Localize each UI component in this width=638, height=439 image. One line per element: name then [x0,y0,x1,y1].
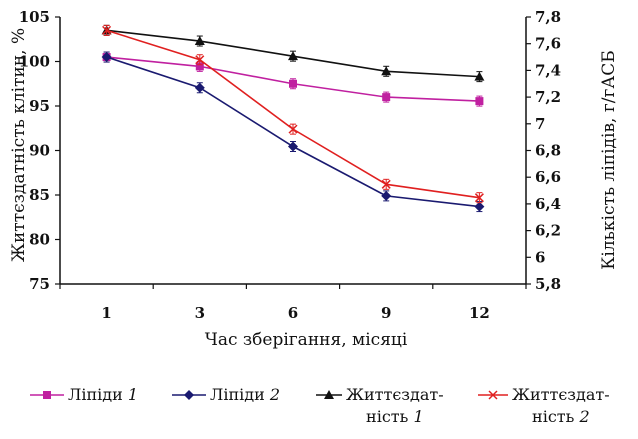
data-point [195,55,205,65]
x-axis-title: Час зберігання, місяці [205,330,408,350]
right-y-axis-title: Кількість ліпідів, г/гАСБ [599,50,619,270]
x-tick-label: 3 [195,304,205,322]
right-y-tick-label: 6,6 [535,168,561,186]
data-point [194,36,205,46]
legend-item-viability-2: Життєздат-ність 2 [478,384,610,428]
data-point [195,62,204,71]
legend-label-line2: ність [532,407,575,426]
data-point [474,71,485,81]
data-point [288,51,298,61]
marker-stroke [381,179,391,189]
legend-number: 2 [579,407,590,426]
marker-stroke [288,124,298,134]
data-point [194,82,205,93]
chart: 75 80 85 90 95 100 105 5,8 6 6,2 6,4 6,6 6,8 7 7,2 7,4 7… [9,8,619,350]
legend-label-line2: ність [366,407,409,426]
series-4 [102,24,484,204]
legend-number: 1 [413,407,424,426]
left-y-tick-label: 90 [29,142,50,160]
right-y-tick-label: 7,2 [535,88,561,106]
left-y-tick-label: 95 [29,97,50,115]
legend-item-viability-1: Життєздат-ність 1 [316,384,444,428]
left-y-tick-label: 105 [19,8,50,26]
legend-number: 2 [269,385,281,404]
data-point [101,52,112,63]
data-point [381,190,392,201]
x-tick-label: 9 [381,304,391,322]
series-layer [101,24,485,213]
axes: 75 80 85 90 95 100 105 5,8 6 6,2 6,4 6,6 6,8 7 7,2 7,4 7… [19,8,561,322]
left-y-axis-title: Життєздатність клітин, % [9,28,29,262]
data-point [474,193,484,203]
x-tick-label: 12 [469,304,490,322]
left-y-tick-label: 85 [29,186,50,204]
data-point [288,124,298,134]
right-y-tick-label: 5,8 [535,275,561,293]
series-2 [101,51,485,213]
data-point [475,97,484,106]
right-y-tick-label: 7,6 [535,35,561,53]
legend-item-lipids-1: Ліпіди 1 [30,384,138,406]
legend-label: Життєздат- [346,385,444,404]
right-y-tick-label: 6,2 [535,222,561,240]
right-y-tick-label: 6 [535,248,545,266]
data-point [381,66,392,76]
x-tick-label: 1 [101,304,111,322]
legend-label: Ліпіди [210,385,265,404]
right-y-tick-label: 7,8 [535,8,561,26]
marker-stroke [195,55,205,65]
marker-stroke [102,25,112,35]
right-y-tick-label: 7 [535,115,545,133]
left-y-tick-label: 75 [29,275,50,293]
legend-swatch-square [30,391,64,399]
right-y-tick-label: 6,4 [535,195,561,213]
legend-swatch-triangle [316,390,342,399]
data-point [102,25,112,35]
data-point [289,79,297,88]
x-tick-label: 6 [288,304,298,322]
legend-number: 1 [127,385,139,404]
left-y-tick-label: 80 [29,231,50,249]
legend: Ліпіди 1 Ліпіди 2 Життєздат-ність 1 Житт… [0,384,638,439]
legend-label: Життєздат- [512,385,610,404]
right-y-tick-label: 6,8 [535,142,561,160]
legend-item-lipids-2: Ліпіди 2 [172,384,280,406]
data-point [288,141,298,152]
data-point [382,93,391,102]
legend-label: Ліпіди [68,385,123,404]
legend-swatch-x [478,390,508,400]
data-point [381,179,391,189]
left-y-tick-label: 100 [19,53,50,71]
legend-swatch-diamond [172,390,206,400]
series-3 [101,24,485,83]
data-point [474,201,485,212]
right-y-tick-label: 7,4 [535,61,561,79]
marker-stroke [474,193,484,203]
